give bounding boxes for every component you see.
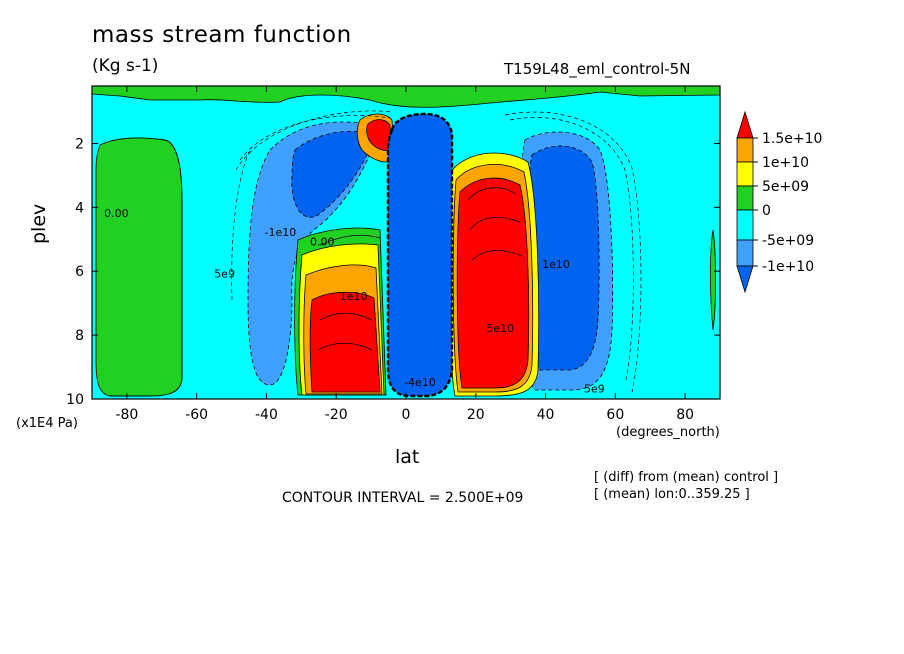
x-tick-label: 20 [467,407,485,423]
contour-label: 1e10 [340,290,368,303]
note-diff: [ (diff) from (mean) control ] [594,470,779,485]
colorbar-lightblue [736,239,754,267]
y-tick-label: 10 [66,392,84,408]
colorbar-label: -1e+10 [762,259,814,275]
colorbar-orange [736,137,754,163]
top-positive-band [92,86,720,108]
y-axis-unit: (x1E4 Pa) [16,416,78,431]
chart-units: (Kg s-1) [92,56,159,76]
y-tick-label: 8 [75,328,84,344]
contour-labels: 0.00 5e9 0.00 1e10 -1e10 5e10 -4e10 5e9 1e10 [104,207,605,396]
colorbar-top-arrow [736,110,754,139]
contour-label: 5e9 [214,268,235,281]
contour-label: 5e10 [486,322,514,335]
colorbar-label: 5e+09 [762,179,809,195]
contour-label: -1e10 [265,226,297,239]
x-tick-label: -60 [185,407,208,423]
contour-label: -4e10 [404,376,436,389]
colorbar-label: 1e+10 [762,155,809,171]
colorbar-yellow [736,161,754,187]
colorbar-bottom-arrow [736,265,754,294]
contour-label: 1e10 [542,258,570,271]
x-axis-ticks: -80 -60 -40 -20 0 20 40 60 80 [115,86,694,423]
x-axis-label: lat [395,446,420,468]
contour-label: 0.00 [104,207,129,220]
southern-ferrel-cell-outer [247,121,381,386]
x-tick-label: 80 [676,407,694,423]
x-tick-label: 0 [402,407,411,423]
x-tick-label: 60 [606,407,624,423]
colorbar-cyan [736,209,754,241]
colorbar-label: -5e+09 [762,233,814,249]
equatorial-negative-cell [386,112,454,398]
contour-label: 0.00 [310,236,335,249]
colorbar-label: 1.5e+10 [762,131,822,147]
chart-title: mass stream function [92,22,352,48]
y-tick-label: 4 [75,200,84,216]
southern-polar-positive-cell [95,137,183,397]
x-tick-label: -40 [255,407,278,423]
southern-ferrel-cell-inner [291,130,376,218]
colorbar-green [736,185,754,211]
y-tick-label: 6 [75,264,84,280]
run-label: T159L48_eml_control-5N [504,60,691,78]
colorbar-label: 0 [762,203,771,219]
x-axis-unit: (degrees_north) [616,425,720,440]
y-axis-ticks: 2 4 6 8 10 [66,136,720,408]
note-mean: [ (mean) lon:0..359.25 ] [594,487,750,502]
contour-label: 5e9 [584,383,605,396]
x-tick-label: 40 [537,407,555,423]
x-tick-label: -80 [115,407,138,423]
southern-hadley-red [309,291,381,393]
northern-hadley-red [456,177,530,389]
contour-field [92,86,720,399]
contour-lines [231,110,642,393]
y-tick-label: 2 [75,136,84,152]
right-edge-feature [709,229,717,331]
x-tick-label: -20 [325,407,348,423]
colorbar: 1.5e+10 1e+10 5e+09 0 -5e+09 -1e+10 [736,110,822,294]
contour-interval: CONTOUR INTERVAL = 2.500E+09 [282,490,524,506]
equatorial-upper-red [366,119,392,151]
